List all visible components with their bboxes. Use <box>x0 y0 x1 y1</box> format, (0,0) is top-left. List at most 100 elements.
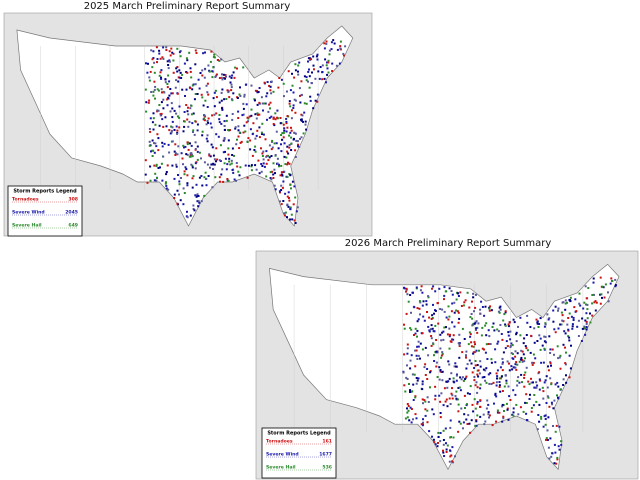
report-marker <box>188 51 191 54</box>
report-marker <box>414 395 417 398</box>
report-marker <box>501 420 504 423</box>
report-marker <box>323 47 326 50</box>
report-marker <box>466 423 469 425</box>
report-marker <box>451 293 454 296</box>
report-marker <box>282 131 285 134</box>
report-marker <box>475 293 477 296</box>
report-marker <box>553 462 556 465</box>
report-marker <box>565 374 567 377</box>
report-marker <box>422 315 425 318</box>
report-marker <box>312 55 315 58</box>
report-marker <box>321 71 324 73</box>
report-marker <box>203 194 206 197</box>
report-marker <box>480 334 483 337</box>
report-marker <box>254 137 257 140</box>
report-marker <box>609 282 612 285</box>
report-marker <box>564 302 567 305</box>
report-marker <box>191 177 194 180</box>
report-marker <box>523 360 526 363</box>
report-marker <box>403 353 406 356</box>
report-marker <box>200 157 202 160</box>
report-marker <box>177 145 180 148</box>
report-marker <box>242 66 245 69</box>
report-marker <box>591 302 594 305</box>
report-marker <box>534 357 537 360</box>
report-marker <box>272 177 275 179</box>
report-marker <box>422 418 424 421</box>
report-marker <box>278 163 280 166</box>
report-marker <box>444 290 447 293</box>
report-marker <box>186 143 189 146</box>
report-marker <box>562 320 565 323</box>
report-marker <box>551 452 554 455</box>
report-marker <box>476 402 479 405</box>
report-marker <box>145 101 148 104</box>
report-marker <box>219 144 222 147</box>
report-marker <box>501 369 504 372</box>
report-marker <box>187 113 190 116</box>
report-marker <box>406 352 409 355</box>
report-marker <box>553 399 556 402</box>
report-marker <box>494 392 497 395</box>
report-marker <box>500 375 503 378</box>
report-marker <box>510 352 513 355</box>
report-marker <box>175 112 178 115</box>
report-marker <box>223 138 226 141</box>
report-marker <box>292 107 295 109</box>
report-marker <box>496 411 499 414</box>
report-marker <box>560 443 563 446</box>
report-marker <box>509 338 512 341</box>
report-marker <box>522 342 525 345</box>
report-marker <box>518 381 521 384</box>
report-marker <box>611 280 614 282</box>
report-marker <box>438 394 441 397</box>
report-marker <box>212 154 215 157</box>
report-marker <box>466 291 469 294</box>
report-marker <box>446 333 449 336</box>
report-marker <box>169 110 172 113</box>
report-marker <box>457 342 460 345</box>
report-marker <box>286 163 289 166</box>
report-marker <box>151 139 154 142</box>
report-marker <box>202 52 205 55</box>
report-marker <box>268 144 271 147</box>
report-marker <box>264 138 267 141</box>
report-marker <box>290 117 293 120</box>
report-marker <box>180 152 183 155</box>
report-marker <box>494 394 497 396</box>
report-marker <box>202 104 205 107</box>
report-marker <box>222 180 225 183</box>
report-marker <box>427 295 430 298</box>
report-marker <box>204 51 206 54</box>
report-marker <box>543 381 546 384</box>
report-marker <box>521 381 523 384</box>
report-marker <box>243 95 246 98</box>
report-marker <box>269 101 272 104</box>
report-marker <box>556 394 558 397</box>
report-marker <box>563 330 566 333</box>
report-marker <box>183 192 186 194</box>
report-marker <box>148 79 151 82</box>
report-marker <box>495 420 497 423</box>
report-marker <box>526 349 529 352</box>
report-marker <box>486 358 489 360</box>
report-marker <box>314 99 317 102</box>
report-marker <box>325 40 328 43</box>
report-marker <box>457 321 460 324</box>
report-marker <box>614 284 617 287</box>
report-marker <box>261 133 263 135</box>
report-marker <box>291 180 294 183</box>
report-marker <box>451 446 454 449</box>
report-marker <box>424 400 427 403</box>
report-marker <box>330 48 333 51</box>
report-marker <box>430 335 433 337</box>
report-marker <box>454 362 457 365</box>
report-marker <box>548 335 551 338</box>
report-marker <box>451 302 454 305</box>
report-marker <box>472 292 475 295</box>
report-marker <box>265 155 268 158</box>
report-marker <box>227 179 230 182</box>
report-marker <box>213 163 216 166</box>
report-marker <box>268 84 271 87</box>
